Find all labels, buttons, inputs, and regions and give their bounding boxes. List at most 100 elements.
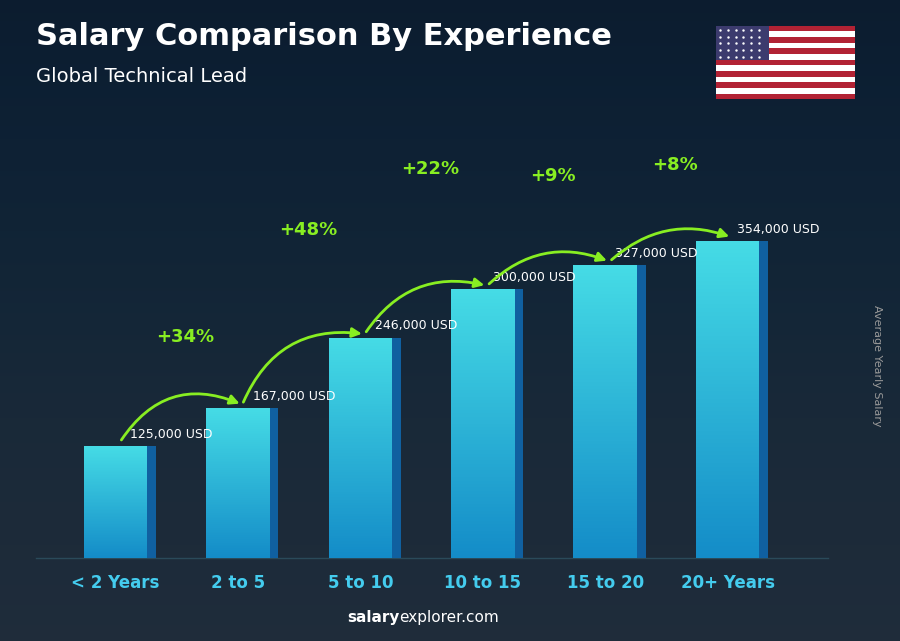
Bar bbox=[696, 328, 760, 332]
Bar bbox=[573, 440, 637, 444]
Bar bbox=[328, 370, 392, 374]
Bar bbox=[573, 485, 637, 488]
Bar bbox=[696, 506, 760, 510]
Text: Global Technical Lead: Global Technical Lead bbox=[36, 67, 248, 87]
Bar bbox=[84, 535, 148, 537]
Bar bbox=[206, 487, 270, 488]
Bar bbox=[328, 500, 392, 503]
Bar bbox=[696, 403, 760, 407]
Bar bbox=[84, 494, 148, 495]
Bar bbox=[696, 503, 760, 506]
Bar bbox=[206, 547, 270, 548]
Bar bbox=[696, 285, 760, 288]
Bar bbox=[696, 344, 760, 348]
Bar bbox=[84, 516, 148, 517]
Bar bbox=[451, 554, 515, 558]
Bar bbox=[451, 528, 515, 531]
Bar bbox=[84, 514, 148, 516]
Bar bbox=[696, 427, 760, 431]
Text: 125,000 USD: 125,000 USD bbox=[130, 428, 212, 440]
Bar bbox=[696, 530, 760, 534]
Bar bbox=[328, 462, 392, 464]
Polygon shape bbox=[515, 289, 523, 558]
Bar bbox=[328, 475, 392, 478]
Bar bbox=[206, 500, 270, 502]
Bar bbox=[573, 478, 637, 481]
Bar bbox=[84, 456, 148, 457]
Bar bbox=[206, 444, 270, 445]
Bar bbox=[451, 547, 515, 551]
Bar bbox=[328, 423, 392, 426]
Bar bbox=[84, 485, 148, 487]
Bar bbox=[328, 528, 392, 530]
Bar bbox=[451, 427, 515, 430]
Bar bbox=[206, 517, 270, 519]
Bar bbox=[696, 288, 760, 292]
Bar bbox=[206, 442, 270, 444]
Bar bbox=[451, 310, 515, 313]
Bar bbox=[328, 401, 392, 404]
Bar bbox=[206, 539, 270, 541]
Bar bbox=[696, 447, 760, 451]
Bar bbox=[696, 292, 760, 296]
Bar bbox=[328, 511, 392, 513]
Bar bbox=[573, 525, 637, 528]
Bar bbox=[451, 457, 515, 460]
Bar bbox=[84, 529, 148, 531]
Bar bbox=[451, 504, 515, 508]
Bar bbox=[451, 534, 515, 538]
Bar bbox=[451, 356, 515, 360]
Bar bbox=[696, 372, 760, 376]
Bar bbox=[206, 464, 270, 466]
Bar bbox=[573, 444, 637, 448]
Bar bbox=[206, 531, 270, 533]
Bar bbox=[696, 419, 760, 423]
Bar bbox=[84, 483, 148, 485]
Bar bbox=[328, 549, 392, 552]
Bar bbox=[573, 367, 637, 371]
Bar bbox=[84, 548, 148, 549]
Bar bbox=[84, 470, 148, 471]
Bar bbox=[573, 543, 637, 547]
Bar bbox=[696, 304, 760, 308]
Bar bbox=[696, 387, 760, 392]
Bar bbox=[573, 422, 637, 426]
Bar bbox=[573, 404, 637, 408]
Bar bbox=[206, 459, 270, 461]
Bar bbox=[328, 494, 392, 497]
Bar bbox=[573, 517, 637, 521]
Bar bbox=[573, 356, 637, 360]
Bar bbox=[206, 414, 270, 416]
Bar bbox=[206, 449, 270, 451]
Bar bbox=[206, 408, 270, 410]
Bar bbox=[84, 540, 148, 541]
Bar bbox=[206, 522, 270, 524]
Bar bbox=[573, 265, 637, 269]
Bar bbox=[206, 537, 270, 539]
Bar bbox=[206, 476, 270, 478]
Bar bbox=[84, 520, 148, 521]
Bar bbox=[696, 451, 760, 454]
Bar bbox=[451, 394, 515, 397]
Bar bbox=[573, 474, 637, 478]
Bar bbox=[206, 545, 270, 547]
Bar bbox=[573, 393, 637, 397]
Bar bbox=[328, 552, 392, 555]
Bar bbox=[696, 332, 760, 336]
Bar bbox=[573, 536, 637, 539]
Bar bbox=[451, 508, 515, 511]
Bar bbox=[696, 340, 760, 344]
Bar bbox=[696, 534, 760, 538]
Bar bbox=[696, 316, 760, 320]
Bar bbox=[328, 508, 392, 511]
Bar bbox=[84, 545, 148, 547]
Bar bbox=[328, 404, 392, 406]
Bar bbox=[206, 528, 270, 529]
Bar bbox=[696, 431, 760, 435]
Bar bbox=[206, 507, 270, 509]
Bar bbox=[573, 379, 637, 382]
Bar bbox=[328, 538, 392, 541]
Bar bbox=[696, 467, 760, 470]
Bar bbox=[328, 530, 392, 533]
Bar bbox=[451, 360, 515, 363]
